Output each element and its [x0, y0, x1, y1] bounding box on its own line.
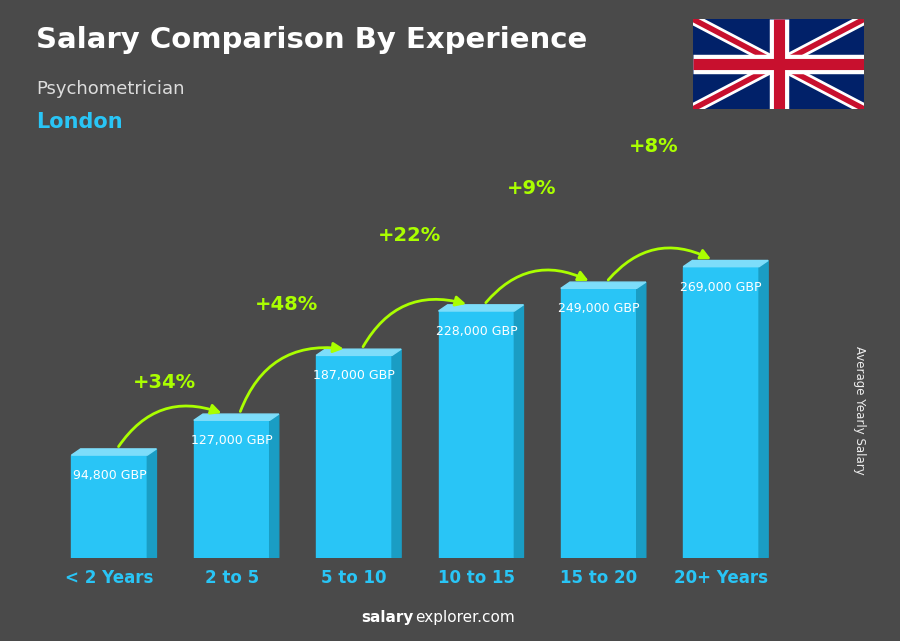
Text: 187,000 GBP: 187,000 GBP: [313, 369, 395, 382]
Polygon shape: [194, 414, 279, 420]
Polygon shape: [561, 282, 646, 288]
Text: 94,800 GBP: 94,800 GBP: [73, 469, 146, 482]
Text: 249,000 GBP: 249,000 GBP: [558, 302, 640, 315]
Polygon shape: [683, 260, 769, 267]
Polygon shape: [71, 449, 157, 455]
Text: +8%: +8%: [629, 137, 679, 156]
Text: +9%: +9%: [507, 179, 556, 198]
Text: 228,000 GBP: 228,000 GBP: [436, 325, 518, 338]
Text: 269,000 GBP: 269,000 GBP: [680, 281, 762, 294]
Text: London: London: [36, 112, 122, 132]
Polygon shape: [316, 349, 401, 355]
Polygon shape: [759, 260, 769, 558]
Polygon shape: [636, 282, 646, 558]
Bar: [561, 288, 636, 558]
Text: Psychometrician: Psychometrician: [36, 80, 184, 98]
Bar: [438, 311, 515, 558]
Polygon shape: [392, 349, 401, 558]
Text: explorer.com: explorer.com: [415, 610, 515, 625]
Text: +48%: +48%: [256, 295, 319, 313]
Text: salary: salary: [362, 610, 414, 625]
Bar: [316, 355, 392, 558]
Polygon shape: [270, 414, 279, 558]
Text: +34%: +34%: [133, 374, 196, 392]
Text: Average Yearly Salary: Average Yearly Salary: [853, 346, 866, 474]
Bar: [194, 420, 270, 558]
Text: Salary Comparison By Experience: Salary Comparison By Experience: [36, 26, 587, 54]
Text: 127,000 GBP: 127,000 GBP: [191, 434, 273, 447]
Bar: [683, 267, 759, 558]
Text: +22%: +22%: [377, 226, 441, 245]
Bar: [71, 455, 148, 558]
Polygon shape: [515, 305, 524, 558]
Polygon shape: [148, 449, 157, 558]
Polygon shape: [438, 305, 524, 311]
